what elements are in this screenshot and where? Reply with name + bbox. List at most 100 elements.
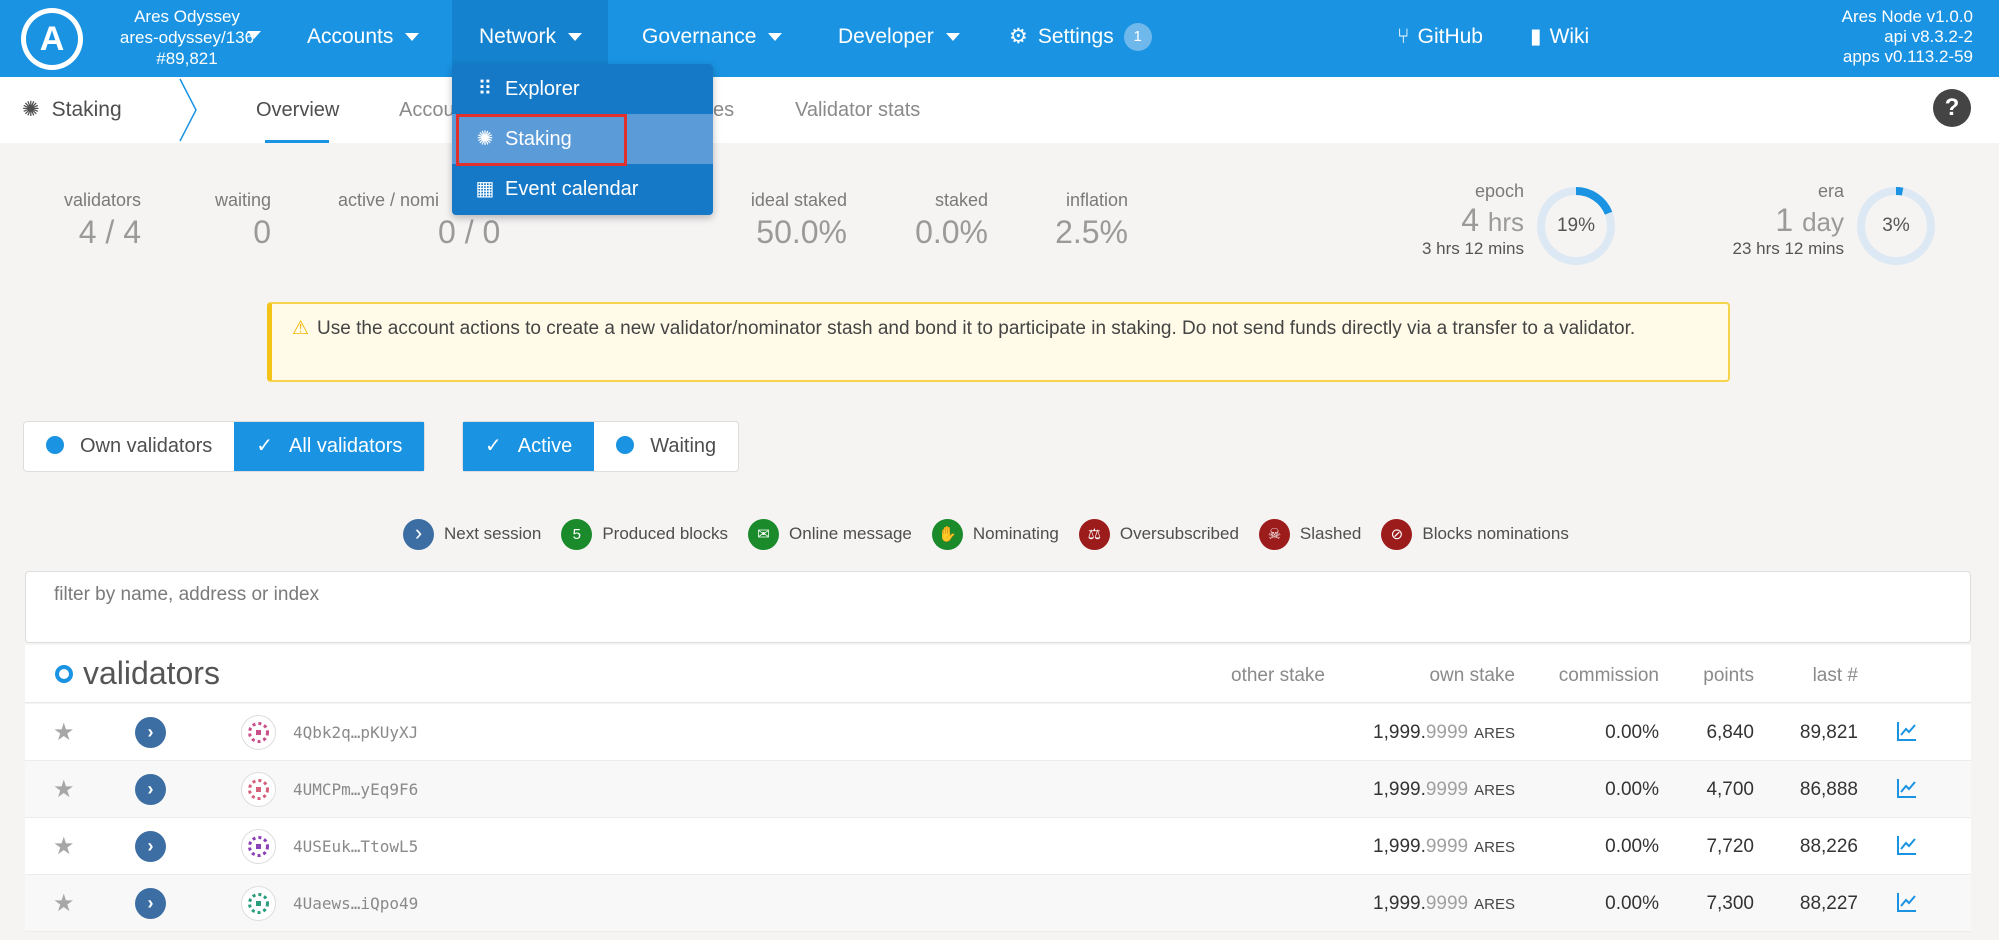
nav-accounts-label: Accounts bbox=[307, 25, 394, 48]
stake-unit: ARES bbox=[1474, 782, 1515, 799]
star-icon[interactable]: ★ bbox=[53, 719, 75, 746]
stake-unit: ARES bbox=[1474, 839, 1515, 856]
expand-chevron-icon[interactable]: › bbox=[135, 831, 166, 862]
header-last[interactable]: last # bbox=[1812, 665, 1858, 686]
expand-chevron-icon[interactable]: › bbox=[135, 888, 166, 919]
epoch-percent: 19% bbox=[1556, 215, 1596, 236]
staking-warning: ⚠ Use the account actions to create a new… bbox=[267, 302, 1730, 382]
chain-selector[interactable]: Ares Odyssey ares-odyssey/136 #89,821 bbox=[92, 6, 282, 69]
last-block-cell: 89,821 bbox=[1799, 722, 1858, 743]
legend-label: Next session bbox=[444, 524, 542, 543]
validator-address[interactable]: 4USEuk…TtowL5 bbox=[293, 837, 419, 856]
star-icon[interactable]: ★ bbox=[53, 890, 75, 917]
gear-icon: ✺ bbox=[476, 128, 494, 150]
chain-caret-down-icon[interactable] bbox=[247, 31, 261, 39]
line-chart-icon[interactable] bbox=[1895, 890, 1919, 914]
identicon-avatar bbox=[241, 772, 276, 807]
apps-version: apps v0.113.2-59 bbox=[1842, 47, 1973, 66]
validator-filter-input[interactable]: filter by name, address or index bbox=[25, 571, 1971, 643]
validator-status-toggle: ✓ Active Waiting bbox=[462, 421, 740, 472]
menu-item-event-calendar-label: Event calendar bbox=[505, 178, 639, 200]
tab-validator-stats[interactable]: Validator stats bbox=[795, 99, 921, 121]
radio-dot-icon bbox=[46, 436, 64, 455]
commission-cell: 0.00% bbox=[1605, 836, 1659, 857]
header-own-stake[interactable]: own stake bbox=[1429, 665, 1515, 686]
user-slash-icon: ⊘ bbox=[1381, 518, 1413, 550]
epoch-big-unit: hrs bbox=[1487, 207, 1524, 237]
expand-chevron-icon[interactable]: › bbox=[135, 774, 166, 805]
validator-address[interactable]: 4Qbk2q…pKUyXJ bbox=[293, 723, 419, 742]
header-other-stake[interactable]: other stake bbox=[1231, 665, 1325, 686]
menu-item-explorer[interactable]: ⠿ Explorer bbox=[452, 64, 713, 114]
nav-governance-label: Governance bbox=[642, 25, 757, 48]
menu-item-staking-label: Staking bbox=[505, 128, 572, 150]
nav-settings[interactable]: ⚙ Settings 1 bbox=[1009, 0, 1152, 77]
active-toggle[interactable]: ✓ Active bbox=[463, 422, 595, 471]
ares-logo[interactable]: A bbox=[21, 8, 83, 70]
table-row[interactable]: ★ › 4Uaews…iQpo49 1,999.9999 ARES 0.00% 7,300 8… bbox=[25, 875, 1971, 932]
points-cell: 6,840 bbox=[1706, 722, 1754, 743]
last-block-cell: 88,226 bbox=[1799, 836, 1858, 857]
waiting-label: Waiting bbox=[650, 435, 717, 457]
nav-governance[interactable]: Governance bbox=[642, 0, 783, 77]
breadcrumb-chevron-icon bbox=[179, 78, 197, 142]
nav-developer[interactable]: Developer bbox=[838, 0, 960, 77]
warning-icon: ⚠ bbox=[292, 318, 310, 339]
star-icon[interactable]: ★ bbox=[53, 776, 75, 803]
legend-label: Slashed bbox=[1299, 524, 1362, 543]
commission-cell: 0.00% bbox=[1605, 779, 1659, 800]
top-navigation-bar: A Ares Odyssey ares-odyssey/136 #89,821 … bbox=[0, 0, 1999, 77]
expand-chevron-icon[interactable]: › bbox=[135, 717, 166, 748]
identicon-pattern bbox=[248, 893, 269, 914]
identicon-pattern bbox=[248, 722, 269, 743]
radio-dot-icon bbox=[616, 436, 635, 455]
nav-accounts[interactable]: Accounts bbox=[307, 0, 420, 77]
validators-table: validators other stake own stake commiss… bbox=[25, 645, 1971, 940]
tab-payouts[interactable]: es bbox=[713, 99, 735, 121]
validator-address[interactable]: 4UMCPm…yEq9F6 bbox=[293, 780, 419, 799]
stat-value: 0 bbox=[253, 214, 271, 250]
identicon-avatar bbox=[241, 886, 276, 921]
table-row[interactable]: ★ › 4UMCPm…yEq9F6 1,999.9999 ARES 0.00% 4,700 8… bbox=[25, 761, 1971, 818]
line-chart-icon[interactable] bbox=[1895, 776, 1919, 800]
grid-icon: ⠿ bbox=[477, 78, 493, 100]
help-icon[interactable]: ? bbox=[1933, 89, 1971, 127]
star-icon[interactable]: ★ bbox=[53, 833, 75, 860]
epoch-label: epoch bbox=[1474, 181, 1524, 201]
block-number: #89,821 bbox=[156, 49, 218, 68]
own-validators-toggle[interactable]: Own validators bbox=[24, 422, 234, 471]
legend-label: Blocks nominations bbox=[1422, 524, 1569, 543]
caret-down-icon bbox=[405, 33, 420, 42]
check-icon: ✓ bbox=[485, 435, 502, 457]
line-chart-icon[interactable] bbox=[1895, 719, 1919, 743]
tab-accounts[interactable]: Accou bbox=[399, 99, 455, 121]
stat-label: active / nomi bbox=[338, 190, 440, 210]
table-row[interactable]: ★ › 4Qbk2q…pKUyXJ 1,999.9999 ARES 0.00% 6,840 8… bbox=[25, 704, 1971, 761]
header-points[interactable]: points bbox=[1703, 665, 1754, 686]
menu-item-event-calendar[interactable]: ▦ Event calendar bbox=[452, 164, 713, 214]
nav-wiki[interactable]: ▮ Wiki bbox=[1530, 0, 1589, 77]
stake-unit: ARES bbox=[1474, 725, 1515, 742]
menu-item-staking[interactable]: ✺ Staking bbox=[452, 114, 713, 164]
legend-oversubscribed: ⚖ Oversubscribed bbox=[1078, 518, 1239, 550]
header-commission[interactable]: commission bbox=[1558, 665, 1659, 686]
gears-icon: ⚙ bbox=[1009, 25, 1028, 48]
line-chart-icon[interactable] bbox=[1895, 833, 1919, 857]
hand-icon: ✋ bbox=[931, 518, 963, 550]
stake-decimals: 9999 bbox=[1425, 893, 1469, 914]
chain-spec: ares-odyssey/136 bbox=[119, 28, 255, 47]
waiting-toggle[interactable]: Waiting bbox=[594, 422, 738, 471]
last-block-cell: 86,888 bbox=[1799, 779, 1858, 800]
nav-github[interactable]: ⑂ GitHub bbox=[1397, 0, 1483, 77]
validator-address[interactable]: 4Uaews…iQpo49 bbox=[293, 894, 419, 913]
all-validators-toggle[interactable]: ✓ All validators bbox=[234, 422, 425, 471]
stake-integer: 1,999. bbox=[1373, 836, 1426, 857]
api-version: api v8.3.2-2 bbox=[1884, 27, 1973, 46]
envelope-icon: ✉ bbox=[748, 518, 780, 550]
era-timer: era 1 day 23 hrs 12 mins bbox=[1690, 181, 1845, 259]
skull-icon: ☠ bbox=[1258, 518, 1290, 550]
epoch-big-num: 4 bbox=[1461, 202, 1479, 238]
table-row[interactable]: ★ › 4USEuk…TtowL5 1,999.9999 ARES 0.00% 7,720 8… bbox=[25, 818, 1971, 875]
tab-overview[interactable]: Overview bbox=[256, 99, 340, 121]
last-block-cell: 88,227 bbox=[1799, 893, 1858, 914]
